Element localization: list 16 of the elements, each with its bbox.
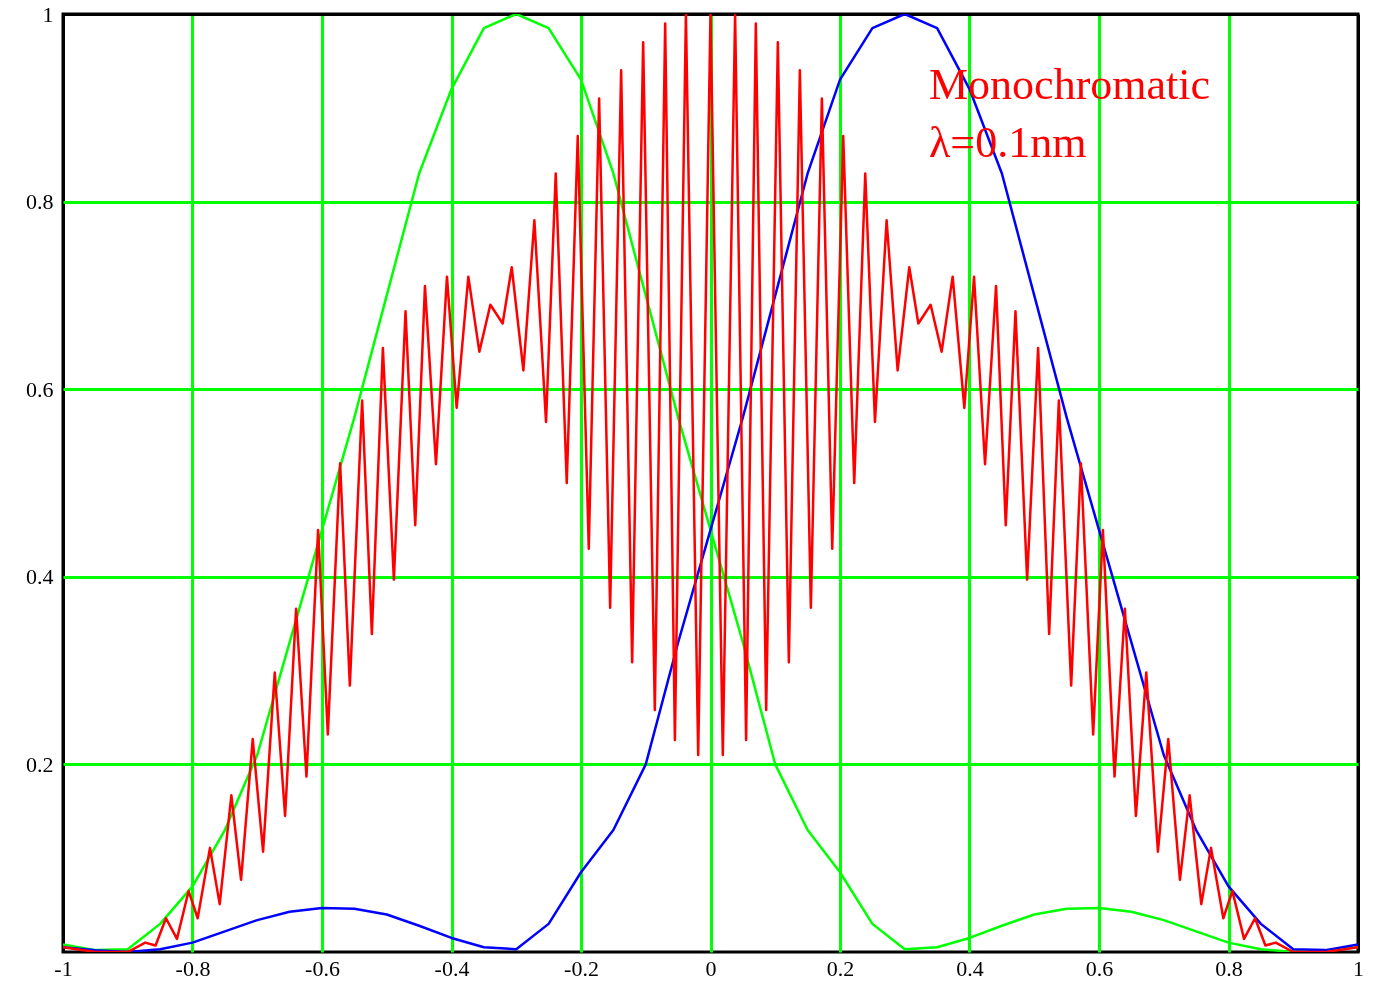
x-tick-label: 0.4 [956,955,984,981]
x-tick-label: -0.2 [564,955,599,981]
x-tick-label: 0.6 [1085,955,1114,981]
y-tick-label: 0.4 [26,564,54,590]
y-tick-label: 0.6 [26,376,54,402]
x-tick-label: 0.8 [1215,955,1243,981]
x-tick-label: -1 [54,955,73,981]
y-tick-label: 0.2 [26,751,54,777]
x-tick-label: -0.6 [305,955,340,981]
x-tick-label: 0 [705,955,717,981]
x-tick-label: -0.4 [434,955,470,981]
y-tick-label: 0.8 [26,189,54,215]
x-tick-label: -0.8 [175,955,211,981]
x-tick-label: 1 [1353,955,1364,981]
x-tick-label: 0.2 [826,955,855,981]
y-tick-label: 1 [42,1,54,27]
